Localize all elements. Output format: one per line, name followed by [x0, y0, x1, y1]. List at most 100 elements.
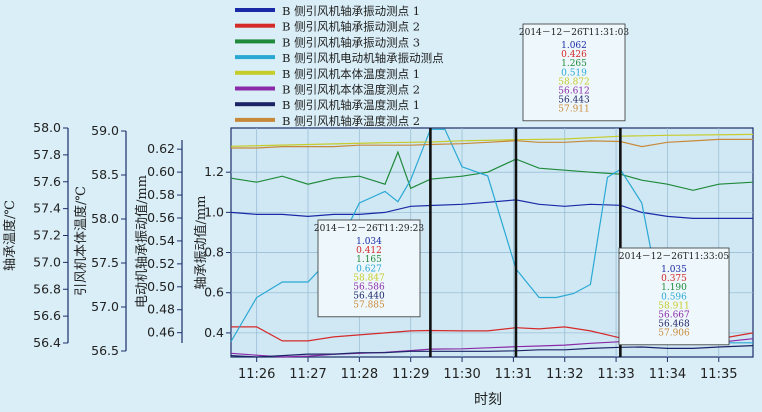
y-tick-label: 0.62 [147, 141, 175, 156]
y-tick-label: 0.4 [204, 325, 224, 340]
legend-swatch [235, 55, 275, 60]
y-tick-label: 59.0 [91, 123, 119, 138]
y-tick-label: 1.2 [204, 164, 224, 179]
y-tick-label: 58.0 [91, 211, 119, 226]
time-cursors: 2014－12－26T11:29:231.0340.4121.1650.6275… [314, 23, 730, 357]
series-line [230, 133, 754, 147]
cursor-value: 58.911 [658, 301, 690, 311]
y-tick-label: 0.60 [147, 164, 175, 179]
y-tick-label: 0.54 [147, 233, 175, 248]
legend-swatch [235, 8, 275, 12]
y-axis-motor: 0.46 0.48 0.50 0.52 0.54 0.56 0.58 0.60 0.62 电动机轴… [134, 140, 183, 343]
cursor-value: 58.847 [353, 273, 385, 283]
x-tick-label: 11:32 [546, 367, 583, 382]
y-axis-title: 轴承振动值/mm [193, 195, 209, 289]
x-tick-label: 11:35 [700, 367, 737, 382]
y-axis-title: 引风机本体温度/℃ [73, 186, 89, 296]
y-tick-label: 58.0 [33, 120, 61, 135]
plot-area: 2014－12－26T11:29:231.0340.4121.1650.6275… [230, 23, 754, 358]
x-tick-label: 11:31 [495, 367, 532, 382]
legend: B 侧引风机轴承振动测点 1 B 侧引风机轴承振动测点 2B 侧引风机轴承振动测点… [235, 4, 444, 128]
y-tick-label: 57.0 [91, 299, 119, 314]
series-line [231, 138, 753, 149]
legend-label: B 侧引风机轴承振动测点 1 [282, 4, 420, 18]
y-tick-label: 58.5 [91, 167, 119, 182]
cursor: 2014－12－26T11:29:231.0340.4121.1650.6275… [314, 128, 432, 357]
y-tick-label: 56.8 [33, 281, 61, 296]
y-tick-label: 0.46 [147, 325, 175, 340]
legend-item: B 侧引风机轴承温度测点 1 [235, 98, 420, 112]
x-axis-title: 时刻 [474, 392, 502, 408]
cursor: 2014－12－26T11:31:031.0620.4261.2650.5195… [514, 23, 630, 357]
y-axis-title: 电动机轴承振动值/mm [134, 175, 150, 308]
cursor-value: 1.190 [661, 283, 687, 293]
y-tick-label: 56.6 [33, 308, 61, 323]
cursor-value: 56.667 [658, 311, 690, 321]
legend-label: B 侧引风机轴承温度测点 2 [282, 114, 420, 128]
x-axis: 11:26 11:27 11:28 11:29 11:30 11:31 11:32 11:33… [238, 357, 738, 382]
cursor-timestamp: 2014－12－26T11:29:23 [314, 224, 425, 234]
x-tick-label: 11:29 [392, 367, 429, 382]
legend-swatch [235, 70, 275, 75]
x-tick-label: 11:33 [597, 367, 634, 382]
cursor-value: 1.034 [356, 237, 382, 247]
cursor-value: 0.627 [356, 264, 382, 274]
y-tick-label: 1.0 [204, 204, 224, 219]
cursor-value: 56.440 [353, 292, 385, 302]
y-tick-label: 0.52 [147, 256, 175, 271]
cursor-value: 57.911 [558, 105, 590, 115]
cursor-value-box [618, 247, 730, 346]
legend-label: B 侧引风机电动机轴承振动测点 [282, 51, 444, 65]
legend-swatch [235, 117, 275, 122]
y-tick-label: 57.0 [33, 254, 61, 269]
y-tick-label: 57.4 [33, 201, 61, 216]
legend-swatch [235, 102, 275, 107]
cursor-timestamp: 2014－12－26T11:33:05 [619, 252, 730, 262]
y-axis-body: 56.5 57.0 57.5 58.0 58.5 59.0 引风机本体温度/℃ [73, 123, 127, 358]
legend-item: B 侧引风机轴承振动测点 3 [235, 35, 420, 49]
cursor-value: 0.412 [356, 246, 382, 256]
cursor-value-box [317, 219, 421, 318]
legend-label: B 侧引风机本体温度测点 1 [282, 67, 420, 81]
y-axis-title: 轴承温度/℃ [2, 200, 18, 271]
x-tick-label: 11:27 [289, 367, 326, 382]
legend-item: B 侧引风机电动机轴承振动测点 [235, 51, 444, 65]
x-tick-label: 11:34 [649, 367, 686, 382]
cursor-value: 56.586 [353, 283, 385, 293]
cursor-value: 0.596 [661, 292, 687, 302]
y-tick-label: 0.56 [147, 210, 175, 225]
y-tick-label: 57.8 [33, 147, 61, 162]
y-tick-label: 57.6 [33, 174, 61, 189]
y-tick-label: 57.2 [33, 228, 61, 243]
x-tick-label: 11:26 [238, 367, 275, 382]
y-tick-label: 0.50 [147, 279, 175, 294]
cursor-value-box [522, 23, 626, 122]
y-tick-label: 0.48 [147, 302, 175, 317]
cursor-value: 57.885 [353, 301, 385, 311]
cursor: 2014－12－26T11:33:051.0350.3751.1900.5965… [618, 128, 730, 357]
cursor-timestamp: 2014－12－26T11:31:03 [519, 28, 630, 38]
legend-swatch [235, 39, 275, 44]
x-tick-label: 11:30 [443, 367, 480, 382]
y-tick-label: 0.6 [204, 285, 224, 300]
left-axes: 0.40.60.81.01.2轴承振动值/mm0.460.480.500.520… [2, 120, 231, 358]
y-tick-label: 57.5 [91, 255, 119, 270]
x-tick-label: 11:28 [341, 367, 378, 382]
legend-swatch [235, 23, 275, 28]
y-tick-label: 56.4 [33, 335, 61, 350]
legend-label: B 侧引风机本体温度测点 2 [282, 83, 420, 97]
y-axis-bear: 56.4 56.6 56.8 57.0 57.2 57.4 57.6 57.8 58.0 轴承温度… [2, 120, 69, 350]
legend-label: B 侧引风机轴承振动测点 2 [282, 20, 420, 34]
cursor-value: 56.443 [558, 96, 590, 106]
legend-label: B 侧引风机轴承温度测点 1 [282, 98, 420, 112]
cursor-value: 0.519 [561, 68, 587, 78]
y-tick-label: 0.58 [147, 187, 175, 202]
series-line [230, 345, 754, 358]
legend-label: B 侧引风机轴承振动测点 3 [282, 35, 420, 49]
cursor-value: 0.375 [661, 274, 687, 284]
y-tick-label: 56.5 [91, 343, 119, 358]
legend-item: B 侧引风机本体温度测点 1 [235, 67, 420, 81]
cursor-value: 57.906 [658, 329, 690, 339]
cursor-value: 1.062 [561, 41, 587, 51]
